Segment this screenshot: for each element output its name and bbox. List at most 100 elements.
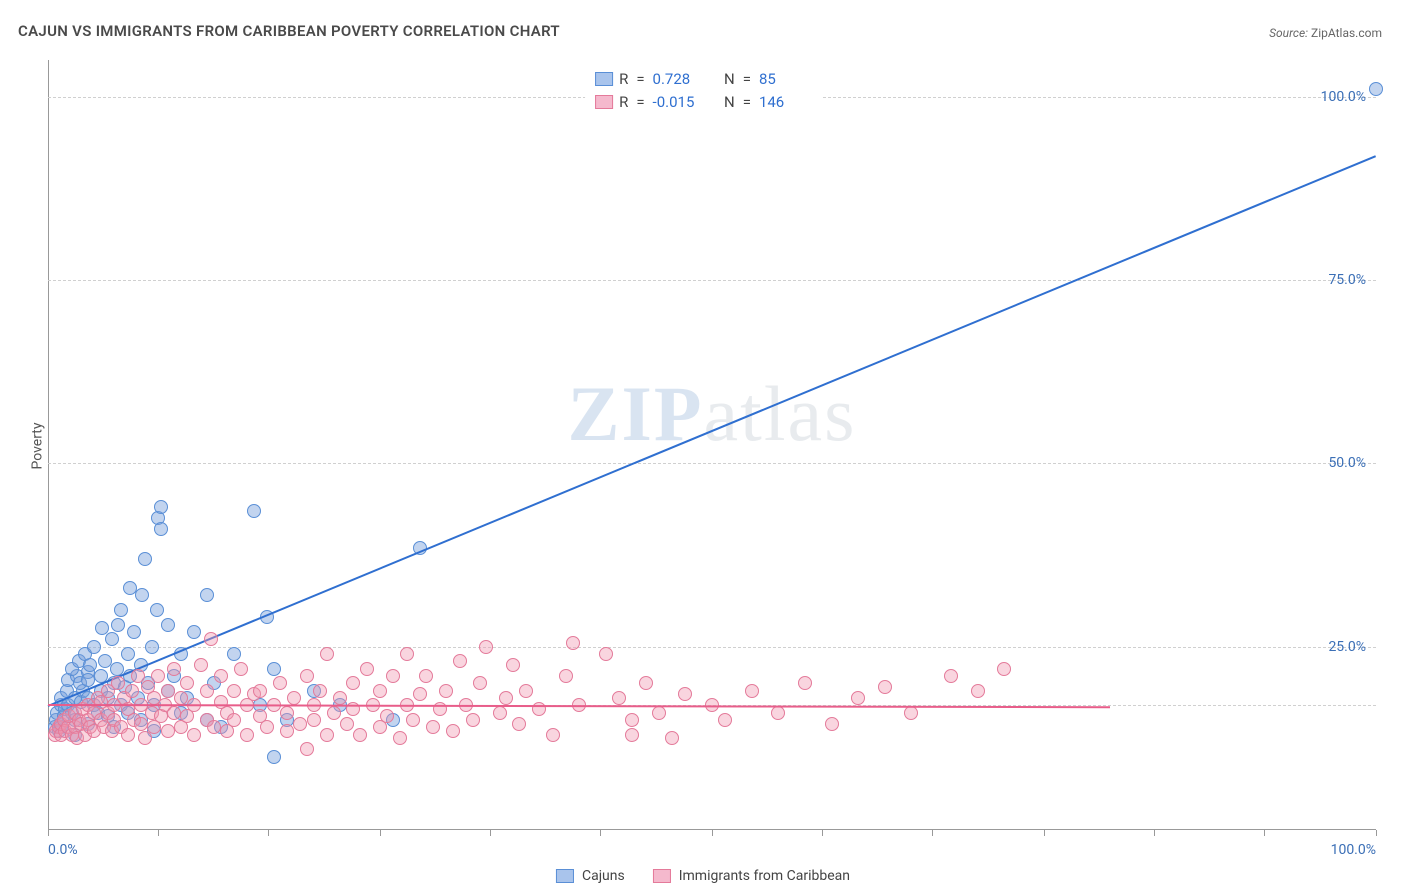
y-axis (48, 60, 49, 830)
data-point (439, 684, 453, 698)
data-point (300, 669, 314, 683)
data-point (194, 658, 208, 672)
y-tick-label: 100.0% (1321, 89, 1366, 105)
data-point (473, 676, 487, 690)
data-point (393, 731, 407, 745)
data-point (151, 669, 165, 683)
data-point (652, 706, 666, 720)
data-point (519, 684, 533, 698)
data-point (327, 706, 341, 720)
data-point (234, 662, 248, 676)
n-label: N (724, 91, 735, 114)
x-tick (268, 830, 269, 836)
data-point (559, 669, 573, 683)
chart-title: CAJUN VS IMMIGRANTS FROM CARIBBEAN POVER… (18, 22, 560, 40)
data-point (333, 691, 347, 705)
data-point (127, 625, 141, 639)
data-point (253, 684, 267, 698)
data-point (125, 684, 139, 698)
x-tick (490, 830, 491, 836)
x-tick (1264, 830, 1265, 836)
watermark: ZIPatlas (568, 369, 857, 459)
data-point (267, 750, 281, 764)
data-point (353, 728, 367, 742)
data-point (346, 676, 360, 690)
data-point (745, 684, 759, 698)
data-point (997, 662, 1011, 676)
data-point (851, 691, 865, 705)
r-value: -0.015 (653, 91, 705, 114)
data-point (227, 713, 241, 727)
data-point (625, 713, 639, 727)
legend: Cajuns Immigrants from Caribbean (556, 868, 850, 884)
data-point (207, 720, 221, 734)
data-point (134, 717, 148, 731)
legend-swatch (556, 869, 574, 883)
data-point (111, 676, 125, 690)
r-value: 0.728 (653, 68, 705, 91)
data-point (453, 654, 467, 668)
n-label: N (724, 68, 735, 91)
y-tick-label: 75.0% (1328, 272, 1366, 288)
n-value: 85 (759, 68, 811, 91)
data-point (111, 618, 125, 632)
data-point (506, 658, 520, 672)
data-point (878, 680, 892, 694)
data-point (380, 709, 394, 723)
data-point (150, 603, 164, 617)
source-label: Source: (1269, 26, 1308, 40)
data-point (360, 662, 374, 676)
y-tick-label: 50.0% (1328, 455, 1366, 471)
watermark-zip: ZIP (568, 370, 704, 457)
x-tick (1154, 830, 1155, 836)
data-point (678, 687, 692, 701)
data-point (105, 632, 119, 646)
data-point (798, 676, 812, 690)
legend-label: Cajuns (582, 868, 625, 884)
x-tick (712, 830, 713, 836)
data-point (214, 669, 228, 683)
data-point (167, 706, 181, 720)
data-point (121, 728, 135, 742)
data-point (307, 713, 321, 727)
stats-row: R=-0.015 N=146 (595, 91, 811, 114)
data-point (625, 728, 639, 742)
legend-swatch (595, 95, 613, 109)
x-tick (1044, 830, 1045, 836)
data-point (413, 687, 427, 701)
data-point (340, 717, 354, 731)
data-point (320, 728, 334, 742)
data-point (771, 706, 785, 720)
data-point (81, 673, 95, 687)
data-point (174, 691, 188, 705)
legend-label: Immigrants from Caribbean (679, 868, 850, 884)
data-point (566, 636, 580, 650)
data-point (187, 625, 201, 639)
data-point (280, 724, 294, 738)
source-name: ZipAtlas.com (1311, 26, 1382, 40)
data-point (145, 640, 159, 654)
data-point (200, 684, 214, 698)
data-point (493, 706, 507, 720)
data-point (400, 647, 414, 661)
x-tick (822, 830, 823, 836)
data-point (161, 684, 175, 698)
y-axis-label: Poverty (30, 422, 46, 469)
data-point (273, 676, 287, 690)
regression-line (48, 155, 1377, 707)
x-axis-end-label: 0.0% (48, 842, 78, 858)
x-tick (600, 830, 601, 836)
legend-swatch (653, 869, 671, 883)
chart-plot-area: ZIPatlas 25.0%50.0%75.0%100.0%0.0%100.0% (48, 60, 1376, 830)
data-point (267, 662, 281, 676)
data-point (446, 724, 460, 738)
data-point (1369, 82, 1383, 96)
data-point (180, 676, 194, 690)
source-attribution: Source: ZipAtlas.com (1269, 26, 1382, 40)
data-point (154, 500, 168, 514)
data-point (135, 588, 149, 602)
data-point (187, 728, 201, 742)
data-point (373, 684, 387, 698)
r-label: R (619, 91, 628, 114)
data-point (718, 713, 732, 727)
